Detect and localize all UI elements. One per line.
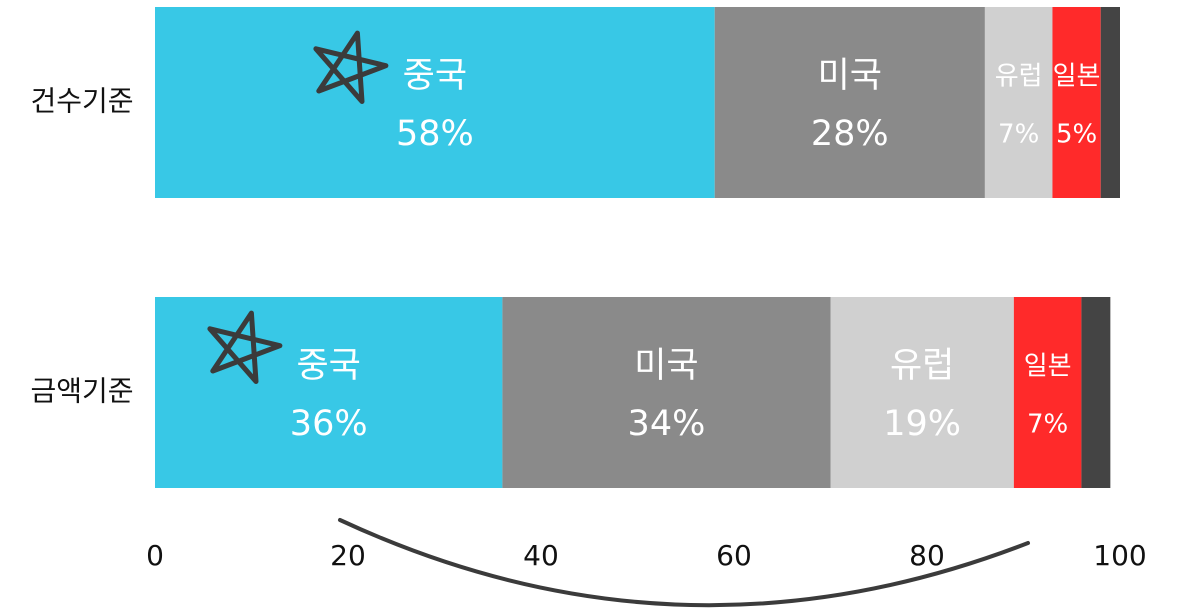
value-label: 5%: [1056, 120, 1097, 150]
arc-doodle: [338, 518, 1030, 608]
value-label: 36%: [290, 404, 368, 444]
x-tick-label: 80: [909, 539, 945, 572]
bar-segment: [155, 297, 503, 488]
segment-name: 일본: [1053, 62, 1101, 92]
bar-segment: [155, 7, 715, 198]
star-doodle: [207, 310, 283, 384]
segment-name: 미국: [818, 56, 882, 96]
category-label: 금액기준: [30, 375, 133, 408]
segment-name: 유럽: [995, 62, 1043, 92]
x-tick-label: 20: [330, 539, 366, 572]
category-label: 건수기준: [30, 85, 133, 118]
x-tick-label: 60: [716, 539, 752, 572]
value-label: 7%: [1027, 410, 1068, 440]
x-tick-label: 40: [523, 539, 559, 572]
x-tick-label: 100: [1093, 539, 1146, 572]
bar-segment: [1052, 7, 1101, 198]
bar-segment: [1013, 297, 1082, 488]
segment-name: 중국: [403, 56, 467, 96]
bar-segment: [1081, 297, 1111, 488]
star-doodle: [313, 30, 389, 104]
value-label: 58%: [396, 114, 474, 154]
segment-name: 미국: [634, 346, 698, 386]
segment-name: 유럽: [890, 346, 954, 386]
value-label: 28%: [811, 114, 889, 154]
value-label: 7%: [998, 120, 1039, 150]
bar-segment: [830, 297, 1014, 488]
value-label: 19%: [883, 404, 961, 444]
value-label: 34%: [628, 404, 706, 444]
bar-segment: [502, 297, 831, 488]
bar-segment: [714, 7, 985, 198]
segment-name: 일본: [1024, 352, 1072, 382]
decorations: [207, 30, 1030, 608]
segment-name: 중국: [296, 346, 360, 386]
x-tick-label: 0: [146, 539, 164, 572]
bar-segment: [1100, 7, 1120, 198]
bar-segment: [984, 7, 1053, 198]
